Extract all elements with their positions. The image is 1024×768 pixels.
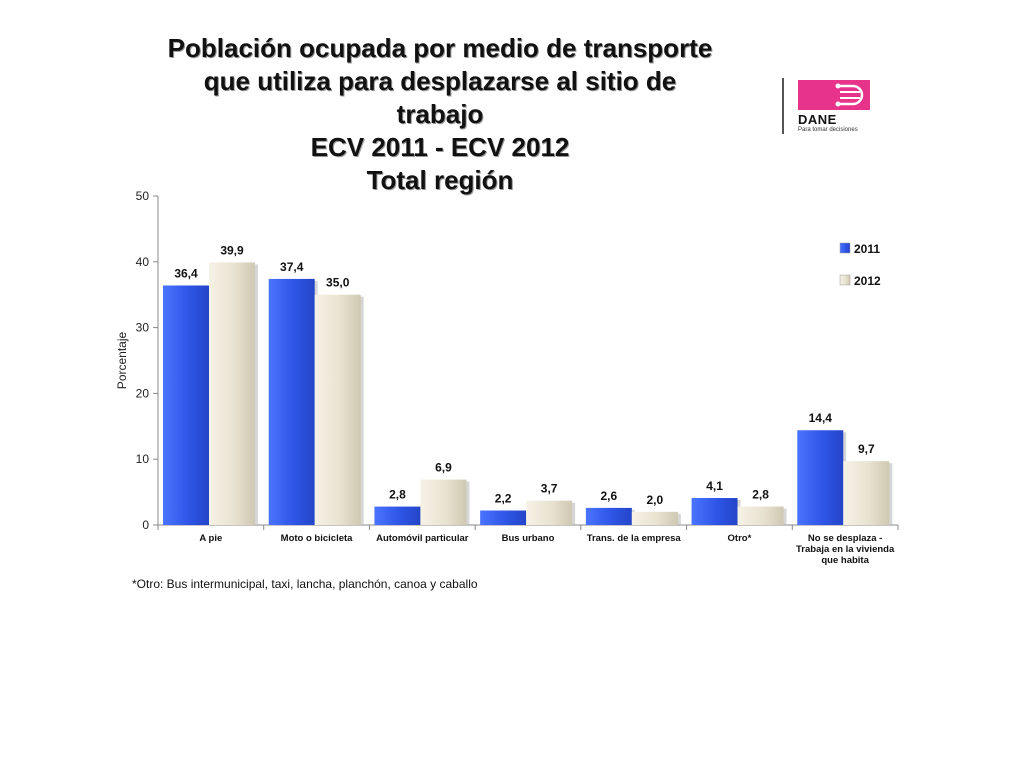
bar-2011-1: [268, 278, 315, 525]
title-line-1: Población ocupada por medio de transport…: [167, 33, 713, 63]
bar-2012-5: [737, 506, 784, 525]
x-tick-label: Trans. de la empresa: [587, 533, 682, 544]
bar-2012-2: [420, 479, 467, 525]
data-label: 2,0: [647, 493, 664, 507]
data-label: 35,0: [326, 276, 350, 290]
bar-2012-1: [314, 294, 361, 525]
data-label: 2,2: [495, 492, 512, 506]
bar-2011-2: [374, 506, 421, 525]
bar-2011-5: [691, 498, 738, 525]
dane-logo-mark: [798, 80, 870, 110]
bar-2012-3: [526, 500, 573, 525]
y-tick-label: 0: [142, 518, 149, 532]
legend-label-2012: 2012: [854, 274, 881, 288]
title-line-5: Total región: [366, 165, 514, 195]
data-label: 4,1: [706, 479, 723, 493]
chart-title: Población ocupada por medio de transport…: [100, 32, 780, 197]
data-label: 39,9: [220, 243, 244, 257]
logo-wordmark: DANE: [798, 112, 837, 127]
data-label: 14,4: [809, 411, 833, 425]
y-tick-label: 40: [136, 255, 150, 269]
data-label: 6,9: [435, 461, 452, 475]
x-tick-label: Automóvil particular: [376, 533, 469, 544]
y-axis-label: Porcentaje: [115, 331, 129, 389]
bar-chart: 0 10 20 30 40 50 Porcentaje A pie 36,4 39,9 Moto o…: [115, 189, 899, 566]
dane-logo: DANE Para tomar decisiones: [780, 76, 880, 138]
bar-2011-4: [585, 507, 632, 525]
data-label: 2,8: [389, 488, 406, 502]
x-tick-label: Moto o bicicleta: [281, 533, 354, 544]
legend-swatch-2012: [839, 274, 851, 286]
logo-divider: [782, 78, 784, 134]
title-line-2: que utiliza para desplazarse al sitio de: [203, 66, 677, 96]
data-label: 9,7: [858, 442, 875, 456]
data-label: 2,8: [752, 488, 769, 502]
title-line-3: trabajo: [396, 99, 484, 129]
legend-label-2011: 2011: [854, 242, 880, 256]
bar-2011-3: [480, 510, 527, 525]
logo-tagline: Para tomar decisiones: [798, 127, 858, 133]
data-label: 37,4: [280, 260, 304, 274]
bar-2011-6: [797, 430, 844, 525]
footnote: *Otro: Bus intermunicipal, taxi, lancha,…: [132, 577, 478, 591]
y-tick-label: 30: [136, 321, 150, 335]
x-tick-label: Bus urbano: [502, 533, 555, 544]
y-tick-label: 20: [136, 386, 150, 400]
x-tick-label: No se desplaza -: [808, 533, 882, 544]
x-tick-label: que habita: [821, 555, 869, 566]
title-line-4: ECV 2011 - ECV 2012: [310, 132, 570, 162]
x-tick-label: A pie: [199, 533, 222, 544]
bar-2011-0: [163, 285, 209, 525]
x-tick-label: Otro*: [728, 533, 752, 544]
legend-swatch-2011: [839, 242, 851, 254]
data-label: 36,4: [174, 266, 198, 280]
bar-2012-4: [631, 511, 678, 525]
y-tick-label: 10: [136, 452, 150, 466]
data-label: 3,7: [541, 482, 558, 496]
bar-2012-0: [209, 262, 255, 525]
data-label: 2,6: [601, 489, 618, 503]
x-tick-label: Trabaja en la vivienda: [796, 544, 895, 555]
bar-2012-6: [843, 461, 890, 525]
y-tick-label: 50: [136, 189, 150, 203]
